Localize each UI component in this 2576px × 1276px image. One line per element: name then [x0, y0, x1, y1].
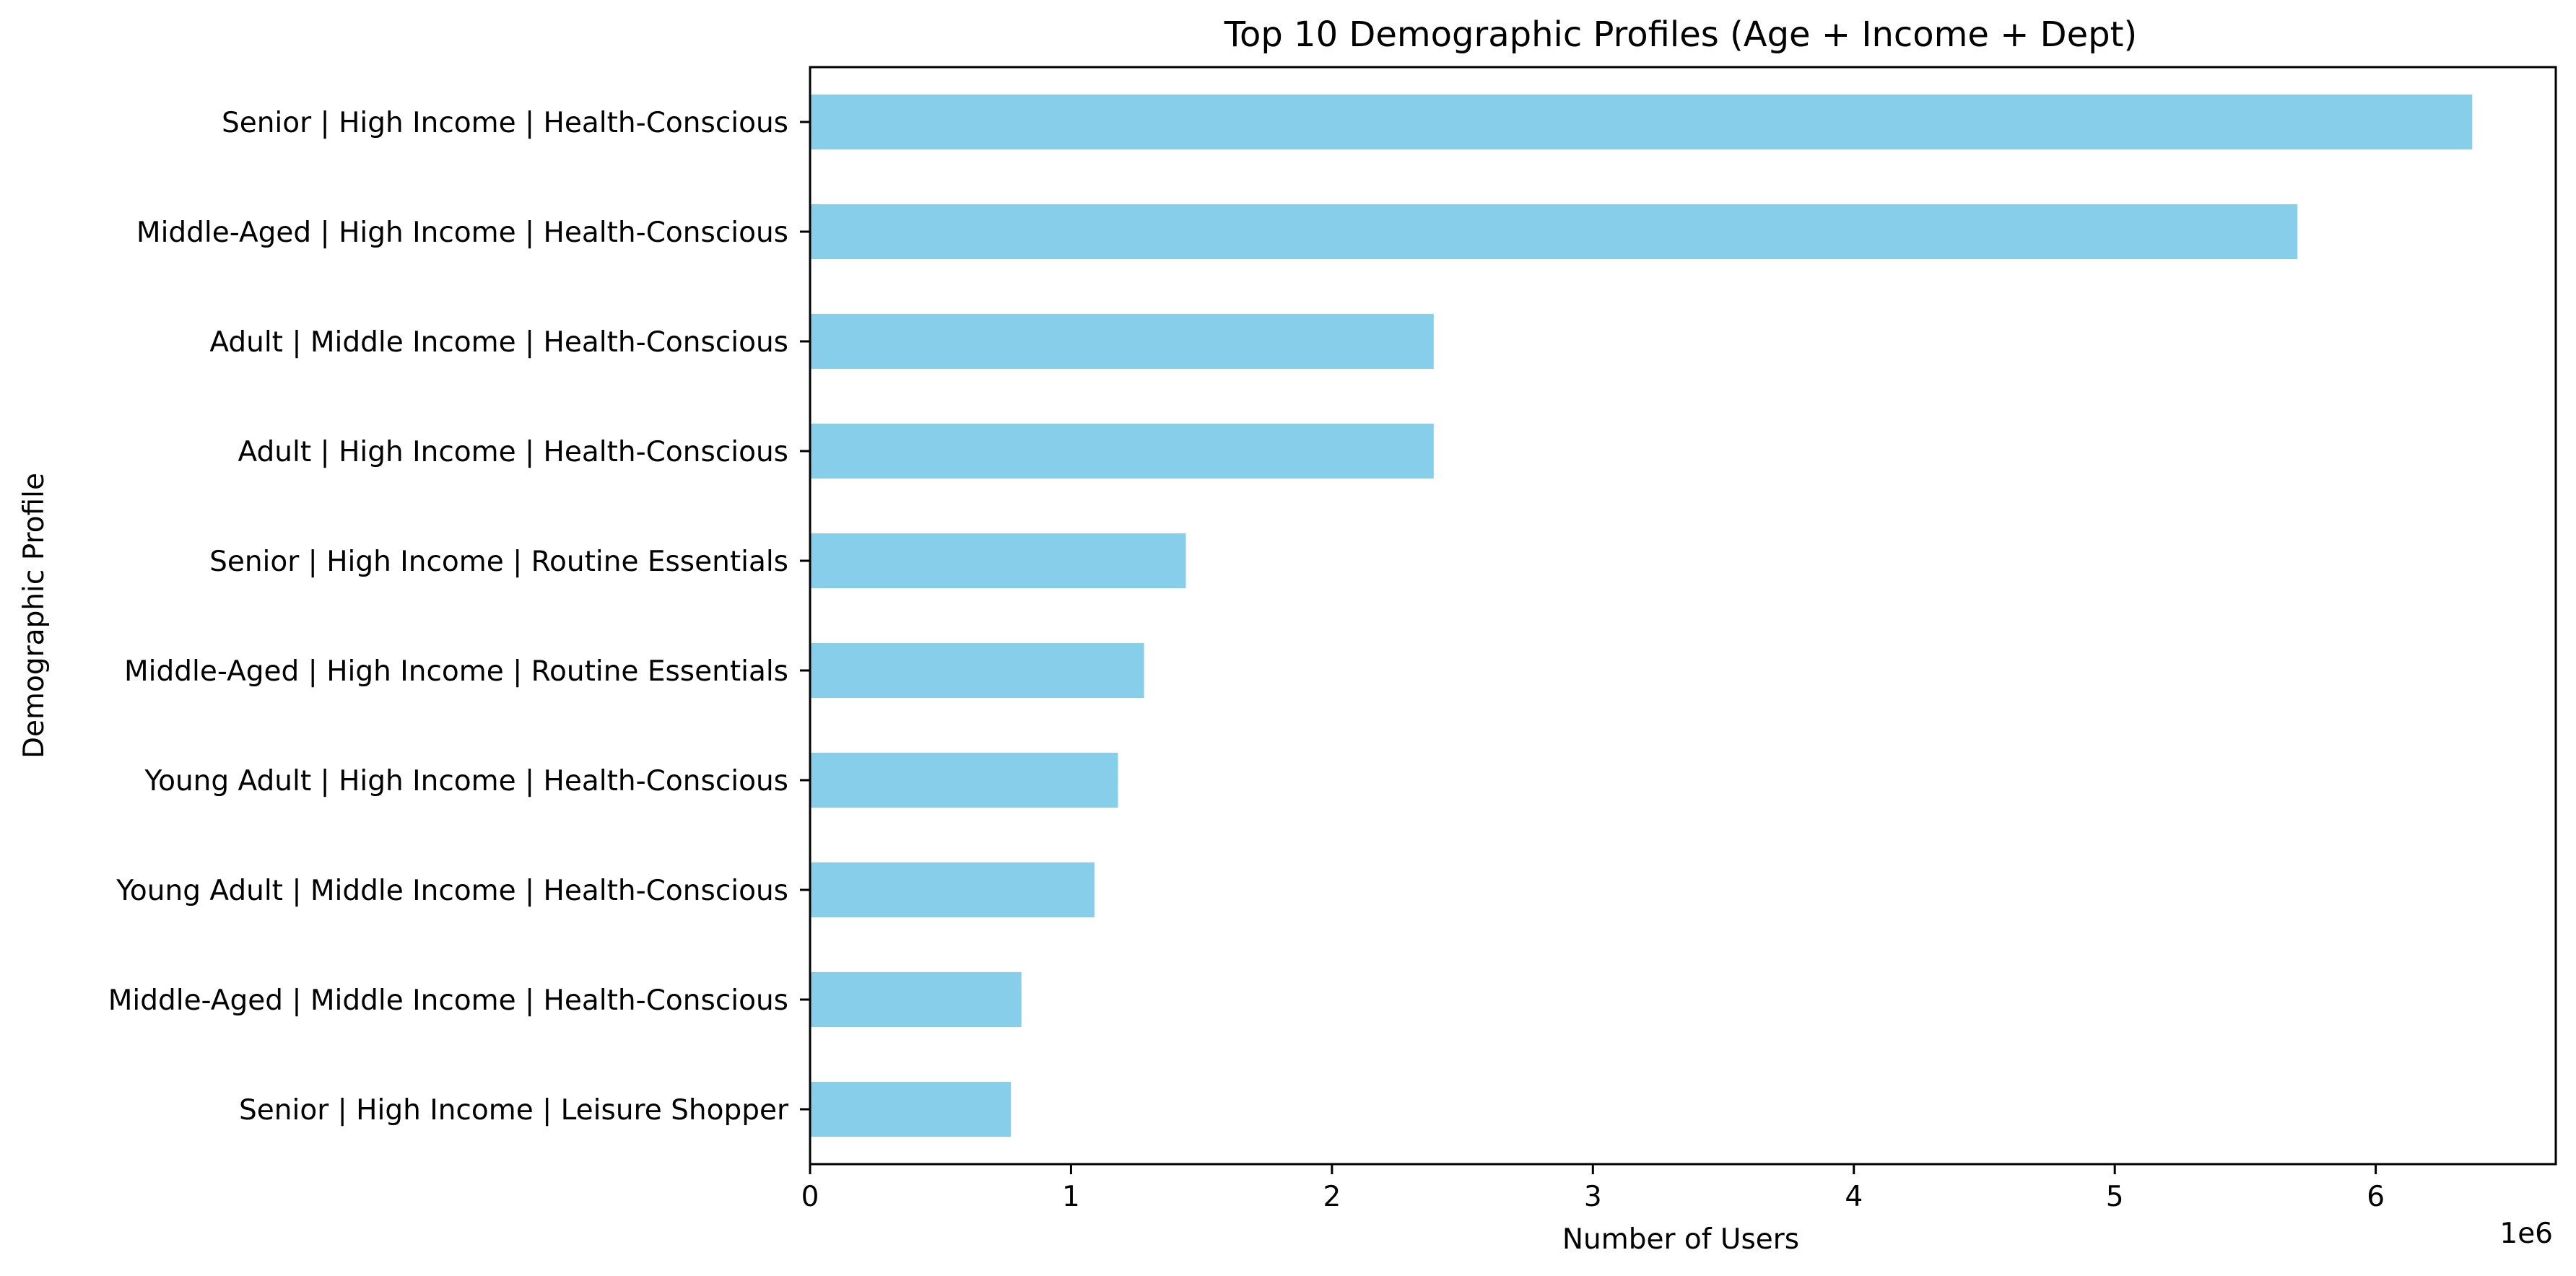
- bar-4: [810, 424, 1434, 478]
- y-tick-label-4: Adult | High Income | Health-Conscious: [238, 436, 788, 468]
- chart-title: Top 10 Demographic Profiles (Age + Incom…: [1224, 14, 2137, 55]
- y-tick-label-8: Young Adult | Middle Income | Health-Con…: [116, 875, 788, 907]
- y-tick-label-3: Adult | Middle Income | Health-Conscious: [209, 326, 788, 359]
- x-tick-label-2: 2: [1323, 1181, 1341, 1213]
- y-tick-label-7: Young Adult | High Income | Health-Consc…: [144, 765, 788, 798]
- bars-group: [810, 95, 2473, 1137]
- bar-7: [810, 753, 1118, 808]
- y-tick-label-2: Middle-Aged | High Income | Health-Consc…: [136, 217, 788, 249]
- bar-5: [810, 533, 1186, 588]
- bar-10: [810, 1082, 1011, 1137]
- x-tick-label-1: 1: [1062, 1181, 1080, 1213]
- bar-6: [810, 643, 1144, 698]
- y-tick-label-10: Senior | High Income | Leisure Shopper: [239, 1094, 789, 1127]
- bar-2: [810, 204, 2298, 259]
- bar-1: [810, 95, 2473, 149]
- x-axis-offset-label: 1e6: [2499, 1218, 2553, 1250]
- y-tick-label-9: Middle-Aged | Middle Income | Health-Con…: [108, 984, 788, 1017]
- x-tick-label-0: 0: [801, 1181, 819, 1213]
- x-tick-label-4: 4: [1845, 1181, 1863, 1213]
- y-tick-label-5: Senior | High Income | Routine Essential…: [209, 546, 788, 578]
- x-axis-ticks: 0 1 2 3 4 5 6: [801, 1164, 2385, 1213]
- y-axis-label: Demographic Profile: [18, 473, 51, 759]
- plot-frame: [809, 66, 2557, 1166]
- y-axis-ticks: Senior | High Income | Health-Conscious M…: [108, 107, 810, 1127]
- x-tick-label-6: 6: [2367, 1181, 2385, 1213]
- bar-8: [810, 862, 1095, 917]
- y-tick-label-6: Middle-Aged | High Income | Routine Esse…: [124, 655, 788, 688]
- y-tick-label-1: Senior | High Income | Health-Conscious: [222, 107, 788, 139]
- bar-3: [810, 314, 1434, 369]
- x-tick-label-5: 5: [2106, 1181, 2124, 1213]
- x-axis-label: Number of Users: [1562, 1223, 1799, 1256]
- bar-9: [810, 972, 1022, 1027]
- x-tick-label-3: 3: [1584, 1181, 1602, 1213]
